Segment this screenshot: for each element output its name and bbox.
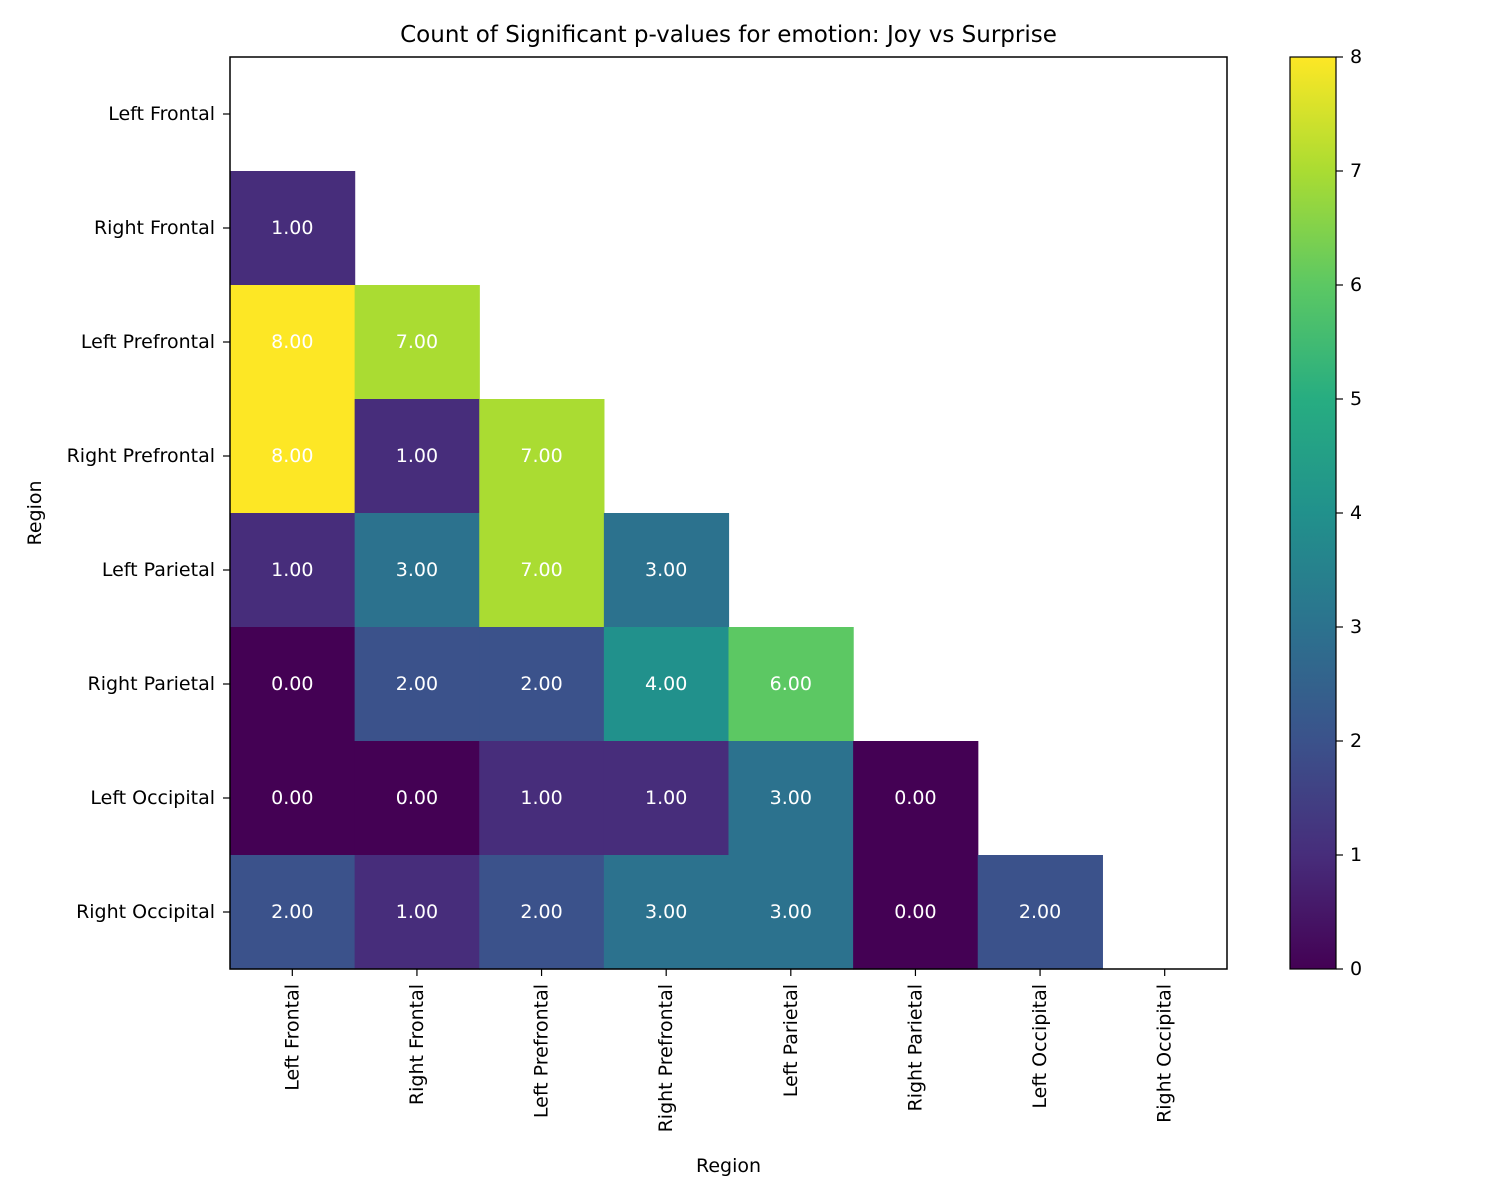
heatmap-cell	[853, 741, 979, 856]
cell-value-label: 3.00	[396, 559, 438, 581]
colorbar-ticks: 0 1 2 3 4 5 6 7 8	[1336, 46, 1362, 980]
heatmap-cell	[728, 741, 854, 856]
x-axis-ticks: Left Frontal Right Frontal Left Prefrontal…	[281, 969, 1176, 1132]
x-tick-label: Left Parietal	[780, 984, 802, 1097]
y-axis-label: Region	[24, 480, 46, 545]
cell-value-label: 1.00	[396, 445, 438, 467]
cell-value-label: 0.00	[894, 901, 936, 923]
heatmap-cell	[354, 627, 480, 742]
colorbar-tick-label: 7	[1350, 160, 1362, 182]
x-tick-label: Right Frontal	[406, 984, 428, 1105]
heatmap-cell	[230, 741, 356, 856]
cell-value-label: 7.00	[520, 445, 562, 467]
y-tick-label: Right Parietal	[88, 673, 215, 695]
y-tick-label: Right Prefrontal	[67, 445, 215, 467]
heatmap-cell	[479, 399, 605, 514]
cell-value-label: 2.00	[520, 901, 562, 923]
colorbar: 0 1 2 3 4 5 6 7 8	[1289, 46, 1362, 980]
heatmap-cell	[354, 855, 480, 970]
heatmap-cell	[603, 855, 730, 970]
colorbar-gradient	[1290, 57, 1336, 969]
x-tick-label: Left Prefrontal	[531, 984, 553, 1118]
colorbar-tick-label: 5	[1350, 388, 1362, 410]
cell-value-label: 0.00	[271, 673, 313, 695]
heatmap-cell	[230, 285, 356, 400]
y-tick-label: Left Parietal	[102, 559, 215, 581]
y-tick-label: Left Prefrontal	[81, 331, 215, 353]
cell-value-label: 1.00	[645, 787, 687, 809]
cell-value-label: 3.00	[645, 901, 687, 923]
cell-value-label: 3.00	[645, 559, 687, 581]
heatmap-cell	[479, 513, 605, 628]
heatmap-cell	[230, 513, 356, 628]
colorbar-tick-label: 1	[1350, 844, 1362, 866]
plot-frame	[229, 56, 1228, 970]
cell-value-label: 7.00	[396, 331, 438, 353]
cell-value-label: 2.00	[520, 673, 562, 695]
heatmap-cell	[230, 399, 356, 514]
heatmap-cell	[603, 627, 730, 742]
heatmap-cell	[230, 855, 356, 970]
colorbar-tick-label: 6	[1350, 274, 1362, 296]
colorbar-tick-label: 8	[1350, 46, 1362, 68]
heatmap-cell	[977, 855, 1103, 970]
cell-value-label: 2.00	[271, 901, 313, 923]
heatmap-cell	[853, 855, 979, 970]
cell-value-label: 0.00	[271, 787, 313, 809]
heatmap-cell	[230, 627, 356, 742]
cell-value-label: 1.00	[520, 787, 562, 809]
heatmap-cells	[230, 171, 1103, 970]
heatmap-cell	[603, 741, 730, 856]
heatmap-cell	[603, 513, 730, 628]
colorbar-tick-label: 4	[1350, 502, 1362, 524]
heatmap-cell	[479, 855, 605, 970]
y-tick-label: Left Frontal	[108, 103, 215, 125]
cell-value-label: 0.00	[894, 787, 936, 809]
heatmap-cell	[479, 741, 605, 856]
heatmap-cell	[354, 741, 480, 856]
colorbar-tick-label: 0	[1350, 958, 1362, 980]
cell-value-label: 0.00	[396, 787, 438, 809]
x-axis-label: Region	[696, 1155, 761, 1177]
x-tick-label: Right Parietal	[904, 984, 926, 1111]
heatmap-cell-labels: 1.00 8.00 7.00 8.00 1.00 7.00 1.00 3.00 7.00 3.00…	[271, 217, 1061, 923]
cell-value-label: 8.00	[271, 445, 313, 467]
x-tick-label: Right Occipital	[1154, 984, 1176, 1123]
heatmap-cell	[354, 399, 480, 514]
x-tick-label: Left Occipital	[1029, 984, 1051, 1109]
cell-value-label: 3.00	[770, 787, 812, 809]
y-tick-label: Right Occipital	[76, 901, 215, 923]
chart-title: Count of Significant p-values for emotio…	[400, 22, 1057, 48]
heatmap-cell	[230, 171, 356, 286]
y-tick-label: Right Frontal	[94, 217, 215, 239]
cell-value-label: 8.00	[271, 331, 313, 353]
cell-value-label: 7.00	[520, 559, 562, 581]
heatmap-cell	[354, 285, 480, 400]
cell-value-label: 3.00	[770, 901, 812, 923]
x-tick-label: Left Frontal	[281, 984, 303, 1091]
heatmap-cell	[728, 855, 854, 970]
y-axis-ticks: Left Frontal Right Frontal Left Prefrontal…	[67, 103, 230, 923]
cell-value-label: 4.00	[645, 673, 687, 695]
cell-value-label: 6.00	[770, 673, 812, 695]
cell-value-label: 1.00	[271, 559, 313, 581]
colorbar-tick-label: 3	[1350, 616, 1362, 638]
cell-value-label: 2.00	[1019, 901, 1061, 923]
heatmap-cell	[728, 627, 854, 742]
y-tick-label: Left Occipital	[90, 787, 215, 809]
colorbar-tick-label: 2	[1350, 730, 1362, 752]
x-tick-label: Right Prefrontal	[655, 984, 677, 1132]
cell-value-label: 2.00	[396, 673, 438, 695]
cell-value-label: 1.00	[271, 217, 313, 239]
heatmap-cell	[479, 627, 605, 742]
heatmap-cell	[354, 513, 480, 628]
cell-value-label: 1.00	[396, 901, 438, 923]
